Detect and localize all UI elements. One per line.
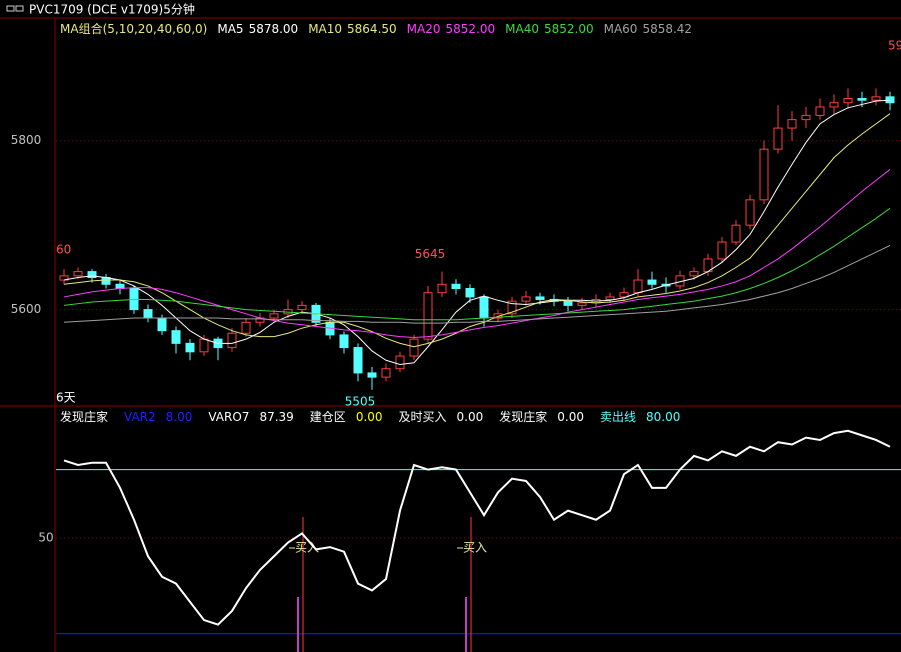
- candle-body: [787, 119, 797, 129]
- candle-body: [843, 98, 853, 104]
- candle-body: [73, 271, 83, 277]
- candle-body: [171, 330, 181, 344]
- candle-body: [269, 313, 279, 319]
- indicator-line: [63, 429, 891, 626]
- legend-name: MA60: [604, 22, 638, 36]
- extreme-label: 5505: [345, 394, 376, 408]
- signal-label: 买入: [295, 541, 319, 555]
- legend-value: 0.00: [356, 410, 383, 424]
- candle-body: [745, 199, 755, 226]
- legend-value: 8.00: [166, 410, 193, 424]
- candle-body: [143, 309, 153, 319]
- legend-value: 5858.42: [642, 22, 692, 36]
- candle-body: [759, 148, 769, 201]
- candle-body: [871, 96, 881, 101]
- title-bar: [0, 0, 901, 18]
- legend: 发现庄家 VAR2 8.00 VARO7 87.39 建仓区 0.00 及时买入 0.00 发现庄…: [60, 409, 680, 424]
- legend-value: 5878.00: [249, 22, 299, 36]
- legend-name: MA20: [407, 22, 441, 36]
- candle-body: [451, 283, 461, 289]
- legend-value: 5864.50: [347, 22, 397, 36]
- candle-body: [689, 271, 699, 277]
- y-tick-label: 50: [38, 530, 53, 544]
- ma-line: [63, 244, 891, 324]
- candle-body: [185, 342, 195, 353]
- candle-body: [885, 96, 895, 104]
- candle-body: [87, 271, 97, 279]
- candle-body: [717, 241, 727, 260]
- ma-line: [63, 169, 891, 338]
- legend-name: MA10: [308, 22, 342, 36]
- candle-body: [633, 279, 643, 294]
- candle-body: [479, 296, 489, 319]
- candle-body: [577, 302, 587, 306]
- signal-label: 买入: [463, 541, 487, 555]
- legend-name: 及时买入: [399, 410, 447, 424]
- edge-label: 59: [888, 39, 901, 53]
- candle-body: [339, 334, 349, 349]
- ma-line: [63, 207, 891, 321]
- candle-body: [465, 287, 475, 298]
- candle-body: [605, 296, 615, 300]
- candle-body: [241, 321, 251, 334]
- candle-body: [801, 114, 811, 121]
- legend-name: MA40: [505, 22, 539, 36]
- edge-label: 6天: [56, 391, 76, 405]
- candle-body: [381, 368, 391, 378]
- y-tick-label: 5600: [11, 302, 42, 316]
- candle-body: [395, 355, 405, 370]
- window-icon: [15, 5, 24, 12]
- candle-body: [563, 300, 573, 306]
- legend-name: 卖出线: [600, 410, 636, 424]
- legend-value: 87.39: [259, 410, 293, 424]
- legend-value: 0.00: [557, 410, 584, 424]
- legend-name: 发现庄家: [60, 409, 108, 424]
- legend-name: VARO7: [208, 410, 249, 424]
- legend-name: MA5: [217, 22, 243, 36]
- legend-name: VAR2: [124, 410, 156, 424]
- extreme-label: 5645: [415, 247, 446, 261]
- legend: MA组合(5,10,20,40,60,0) MA5 5878.00 MA10 5864.…: [60, 21, 692, 36]
- window-title: PVC1709 (DCE v1709)5分钟: [29, 2, 195, 17]
- candle-body: [647, 279, 657, 285]
- candle-body: [773, 127, 783, 150]
- y-tick-label: 5800: [11, 133, 42, 147]
- candle-body: [619, 292, 629, 298]
- candle-body: [521, 296, 531, 302]
- candle-body: [423, 292, 433, 340]
- legend-value: 80.00: [646, 410, 680, 424]
- candle-body: [507, 300, 517, 315]
- window-icon: [6, 5, 15, 12]
- legend-name: 建仓区: [310, 410, 346, 424]
- candle-body: [353, 347, 363, 374]
- candle-body: [367, 372, 377, 378]
- ma-line: [63, 99, 891, 365]
- legend-title: MA组合(5,10,20,40,60,0): [60, 21, 207, 36]
- candle-body: [829, 102, 839, 108]
- legend-value: 5852.00: [544, 22, 594, 36]
- candle-body: [297, 304, 307, 311]
- legend-name: 发现庄家: [499, 409, 547, 424]
- candle-body: [227, 332, 237, 349]
- candle-body: [437, 283, 447, 294]
- ma-line: [63, 113, 891, 348]
- legend-value: 0.00: [457, 410, 484, 424]
- edge-label: 60: [56, 243, 71, 257]
- candle-body: [535, 296, 545, 300]
- candle-body: [731, 224, 741, 243]
- candle-body: [199, 338, 209, 353]
- candle-body: [409, 338, 419, 357]
- candle-body: [857, 98, 867, 101]
- legend-value: 5852.00: [446, 22, 496, 36]
- candle-body: [157, 317, 167, 332]
- candle-body: [815, 106, 825, 116]
